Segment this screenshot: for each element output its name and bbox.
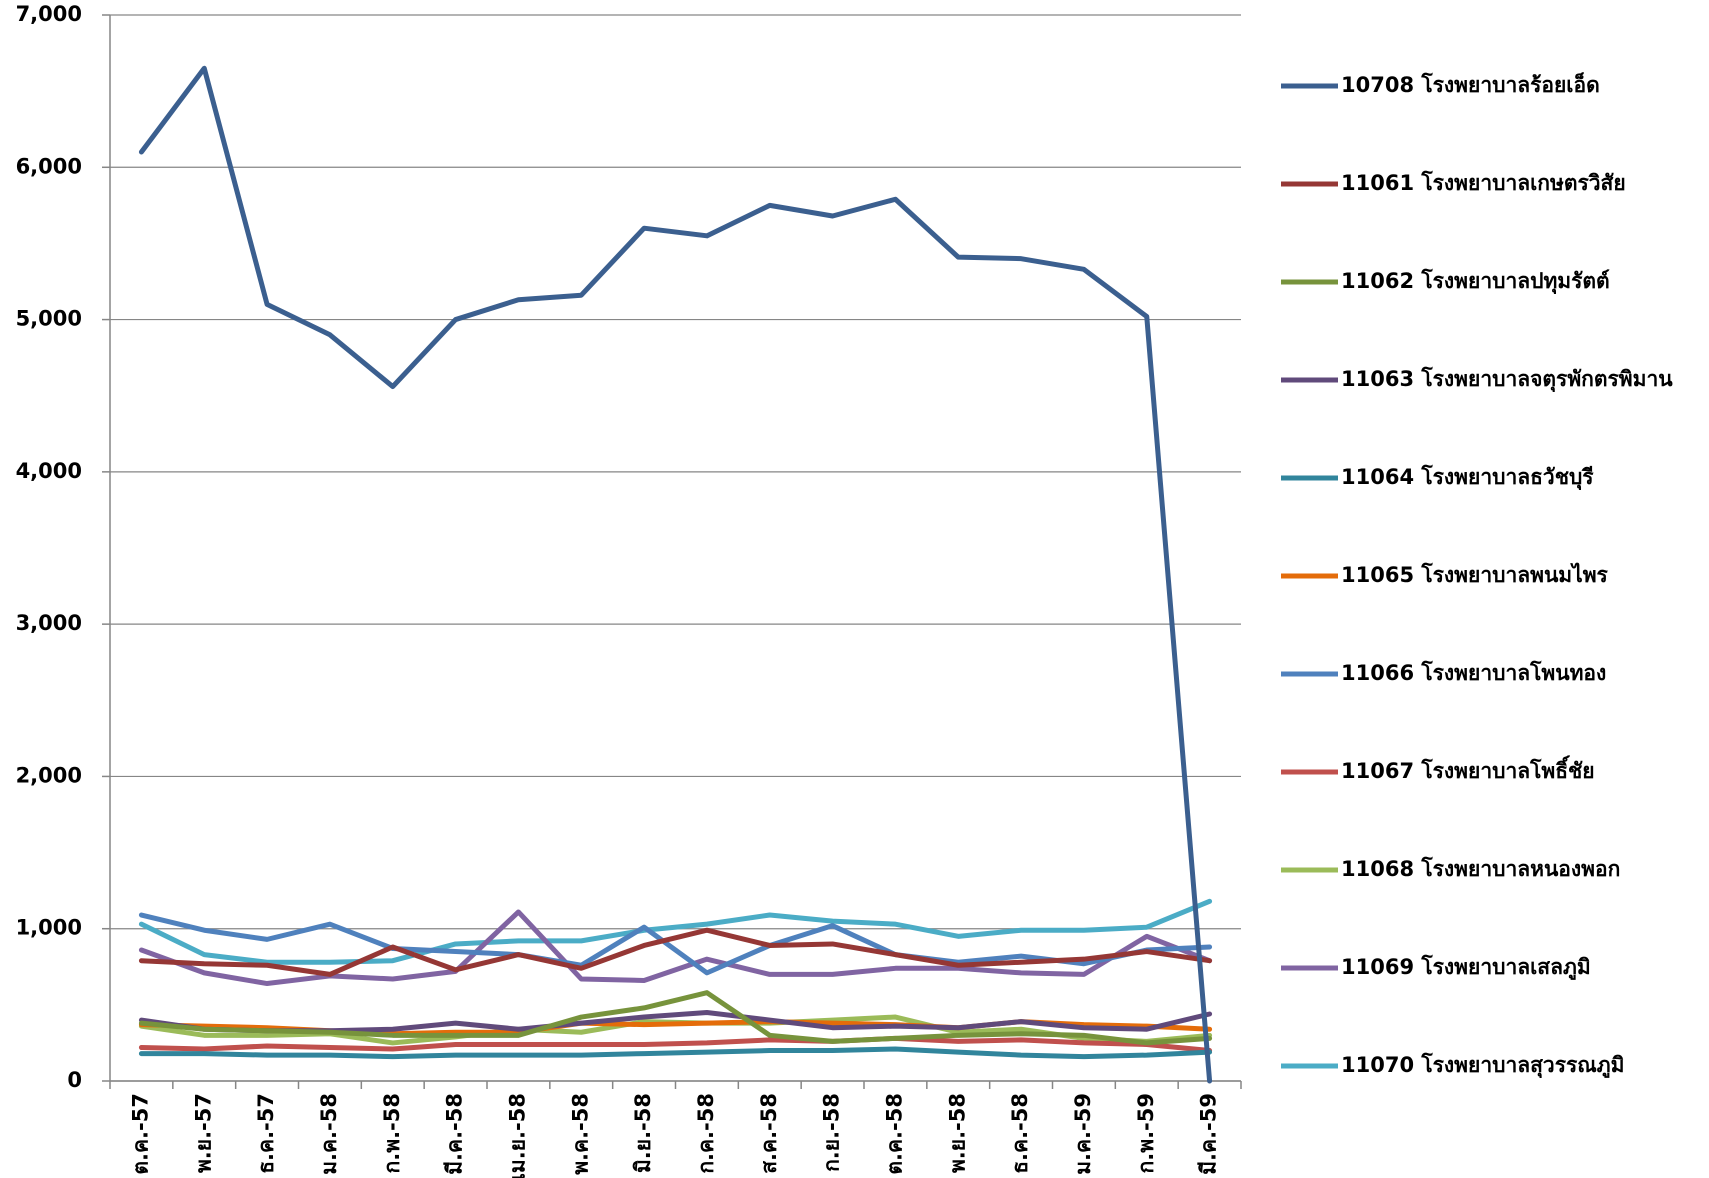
- x-tick-label: มิ.ย.-58: [631, 1093, 655, 1173]
- series-line: [138, 1035, 1213, 1054]
- legend-label: 11062 โรงพยาบาลปทุมรัตต์: [1341, 268, 1610, 295]
- legend-label: 11070 โรงพยาบาลสุวรรณภูมิ: [1341, 1052, 1624, 1079]
- legend-label: 11065 โรงพยาบาลพนมไพร: [1341, 562, 1609, 587]
- y-tick-label: 7,000: [16, 2, 82, 26]
- legend-label: 11066 โรงพยาบาลโพนทอง: [1341, 660, 1606, 685]
- x-tick-label: พ.ย.-57: [191, 1093, 215, 1173]
- legend-label: 10708 โรงพยาบาลร้อยเอ็ด: [1341, 71, 1600, 97]
- x-tick-label: มี.ค.-58: [443, 1093, 467, 1175]
- series-line: [138, 898, 1213, 965]
- legend-label: 11068 โรงพยาบาลหนองพอก: [1341, 856, 1620, 881]
- x-tick-label: ธ.ค.-57: [254, 1093, 278, 1174]
- x-tick-label: ต.ค.-57: [128, 1093, 152, 1175]
- legend-label: 11061 โรงพยาบาลเกษตรวิสัย: [1341, 170, 1626, 195]
- y-tick-label: 2,000: [16, 763, 82, 787]
- series-line: [138, 909, 1213, 987]
- legend-label: 11064 โรงพยาบาลธวัชบุรี: [1341, 464, 1594, 491]
- x-tick-label: ส.ค.-58: [757, 1093, 781, 1174]
- legend-label: 11063 โรงพยาบาลจตุรพักตรพิมาน: [1341, 366, 1673, 393]
- x-tick-label: ธ.ค.-58: [1008, 1093, 1032, 1174]
- x-tick-label: ก.ค.-58: [694, 1093, 718, 1174]
- legend-label: 11069 โรงพยาบาลเสลภูมิ: [1341, 954, 1591, 981]
- x-tick-label: ก.ย.-58: [820, 1093, 844, 1172]
- y-tick-label: 4,000: [16, 459, 82, 483]
- x-tick-label: พ.ค.-58: [568, 1093, 592, 1175]
- y-tick-label: 3,000: [16, 611, 82, 635]
- x-tick-label: เม.ย.-58: [505, 1093, 529, 1178]
- series-line: [138, 990, 1213, 1046]
- y-tick-label: 0: [67, 1068, 82, 1092]
- series-line: [138, 912, 1213, 976]
- x-tick-label: ม.ค.-58: [317, 1093, 341, 1175]
- legend-label: 11067 โรงพยาบาลโพธิ์ชัย: [1341, 755, 1595, 783]
- x-tick-label: มี.ค.-59: [1197, 1093, 1221, 1175]
- x-tick-label: ก.พ.-59: [1134, 1093, 1158, 1173]
- y-tick-label: 5,000: [16, 307, 82, 331]
- series-line: [138, 1046, 1213, 1060]
- x-tick-label: ก.พ.-58: [380, 1093, 404, 1173]
- y-tick-label: 1,000: [16, 916, 82, 940]
- x-tick-label: ต.ค.-58: [882, 1093, 906, 1175]
- x-tick-label: พ.ย.-58: [945, 1093, 969, 1173]
- series-line: [138, 65, 1213, 1084]
- x-tick-label: ม.ค.-59: [1071, 1093, 1095, 1175]
- series-line: [138, 927, 1213, 977]
- y-tick-label: 6,000: [16, 154, 82, 178]
